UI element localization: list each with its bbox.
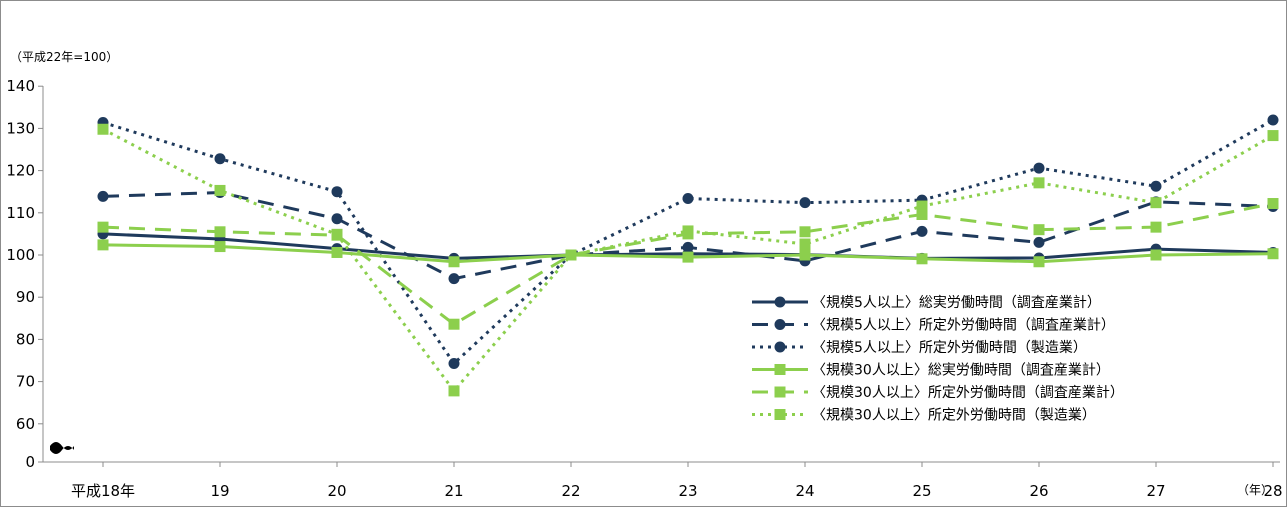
data-point [1033,177,1045,189]
x-tick-label: 22 [561,482,580,500]
data-point [97,123,109,135]
data-point [448,273,460,285]
legend-swatch-marker [774,364,786,375]
data-point [1267,114,1279,126]
data-point [1267,198,1279,210]
legend-item: 〈規模30人以上〉総実労働時間（調査産業計） [752,363,1110,379]
data-point [214,153,226,165]
y-tick-label: 140 [6,77,35,95]
data-point [1150,221,1162,233]
data-point [448,256,460,268]
data-point [916,253,928,265]
data-point [799,249,811,261]
legend-item: 〈規模5人以上〉総実労働時間（調査産業計） [752,295,1101,311]
data-point [448,385,460,397]
data-point [1150,197,1162,209]
axis-break-icon [50,442,74,454]
data-point [1267,248,1279,260]
legend-label: 〈規模5人以上〉所定外労働時間（製造業） [812,340,1087,356]
data-point [1150,249,1162,261]
x-axis: 平成18年 19 20 21 22 23 24 25 26 27 28 [43,461,1283,500]
data-point [331,246,343,258]
data-point [916,208,928,220]
y-tick-label: 60 [16,415,35,433]
y-tick-label: 130 [6,119,35,137]
data-point [97,221,109,233]
legend-swatch-marker [774,319,786,330]
data-point [1033,256,1045,268]
x-tick-label: 24 [795,482,814,500]
data-point [214,226,226,238]
y-tick-label: 70 [16,373,35,391]
data-point [1033,224,1045,236]
x-tick-label: 21 [444,482,463,500]
data-point [682,241,694,253]
series-3 [97,114,1279,369]
data-point [565,249,577,261]
legend-swatch-marker [774,386,786,398]
legend-swatch-marker [774,296,786,308]
data-point [448,357,460,369]
x-tick-label: 26 [1029,482,1048,500]
data-point [916,200,928,212]
series-5 [97,198,1279,330]
data-point [682,251,694,263]
legend: 〈規模5人以上〉総実労働時間（調査産業計） 〈規模5人以上〉所定外労働時間（調査産… [752,295,1124,424]
y-tick-label: 80 [16,330,35,348]
data-point [214,241,226,253]
x-tick-label: 平成18年 [71,482,135,500]
legend-label: 〈規模30人以上〉所定外労働時間（調査産業計） [812,385,1124,401]
y-tick-label: 110 [6,204,35,222]
data-point [799,226,811,238]
data-point [331,213,343,225]
legend-item: 〈規模30人以上〉所定外労働時間（製造業） [752,408,1096,424]
data-point [331,228,343,240]
data-point [1267,130,1279,142]
y-tick-label: 90 [16,288,35,306]
y-tick-label: 0 [25,453,35,471]
y-axis: 0 60 70 80 90 100 110 120 130 140 [6,77,74,471]
series-6 [97,123,1279,397]
legend-label: 〈規模5人以上〉所定外労働時間（調査産業計） [812,318,1115,334]
x-tick-label: 28 [1263,482,1282,500]
legend-item: 〈規模5人以上〉所定外労働時間（製造業） [752,340,1087,356]
legend-item: 〈規模30人以上〉所定外労働時間（調査産業計） [752,385,1124,401]
x-tick-label: 20 [327,482,346,500]
data-point [97,239,109,251]
x-axis-unit-label: （年） [1237,483,1273,497]
legend-swatch-marker [774,341,786,353]
legend-label: 〈規模30人以上〉総実労働時間（調査産業計） [812,363,1110,379]
y-tick-label: 120 [6,162,35,180]
x-tick-label: 27 [1146,482,1165,500]
x-tick-label: 23 [678,482,697,500]
legend-label: 〈規模30人以上〉所定外労働時間（製造業） [812,408,1096,424]
data-point [448,318,460,330]
data-point [682,225,694,237]
series-group [97,114,1279,397]
legend-label: 〈規模5人以上〉総実労働時間（調査産業計） [812,295,1101,311]
y-tick-label: 100 [6,246,35,264]
data-point [916,225,928,237]
data-point [799,197,811,209]
x-tick-label: 25 [912,482,931,500]
series-line [102,118,1274,365]
data-point [682,192,694,204]
data-point [214,184,226,196]
data-point [1033,236,1045,248]
legend-item: 〈規模5人以上〉所定外労働時間（調査産業計） [752,318,1115,334]
data-point [331,186,343,198]
data-point [97,190,109,202]
data-point [1033,162,1045,174]
data-point [799,238,811,250]
y-axis-unit-label: （平成22年=100） [10,50,118,64]
legend-swatch-marker [774,409,786,420]
x-tick-label: 19 [210,482,229,500]
data-point [1150,180,1162,192]
